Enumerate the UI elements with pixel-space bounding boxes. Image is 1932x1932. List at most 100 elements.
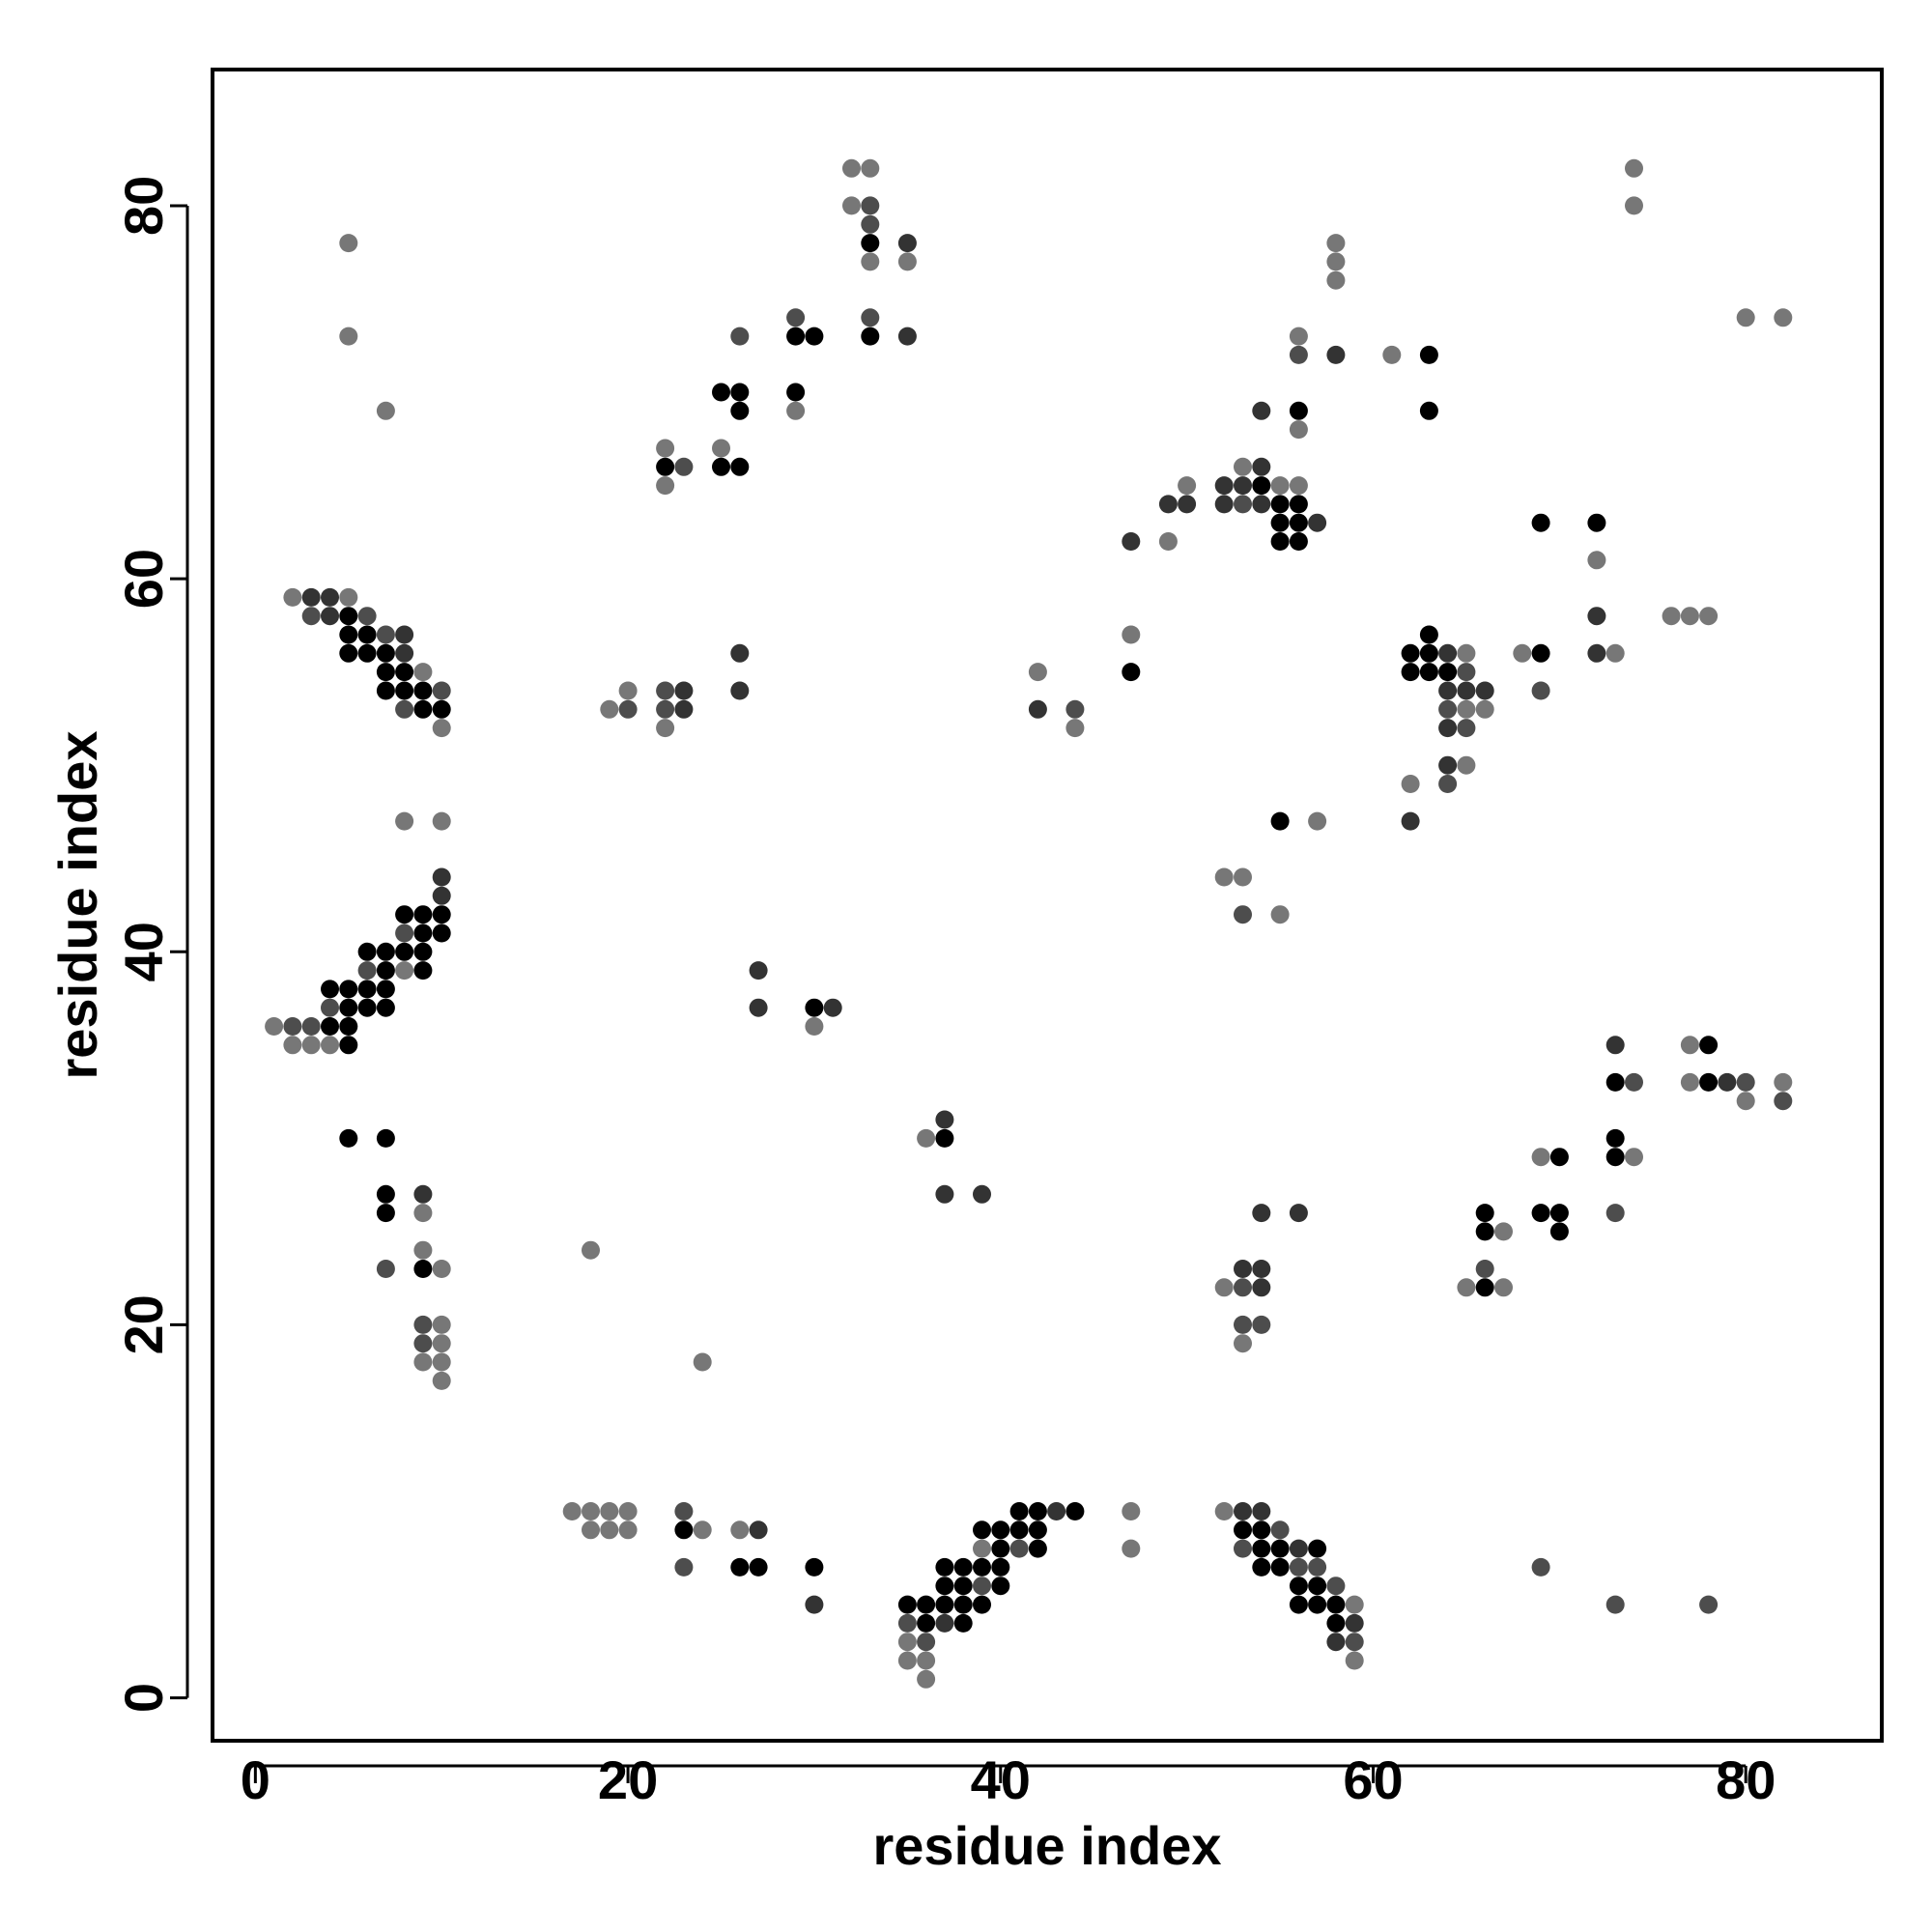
data-point (1289, 1577, 1308, 1596)
data-point (1234, 476, 1252, 496)
data-point (897, 1595, 917, 1614)
data-point (1438, 719, 1458, 738)
data-point (1549, 1148, 1569, 1167)
data-point (1252, 1557, 1271, 1577)
data-point (1680, 1036, 1699, 1055)
data-point (1419, 643, 1438, 663)
data-point (1549, 1204, 1569, 1223)
data-point (730, 1557, 750, 1577)
data-point (1736, 1092, 1755, 1111)
data-point (1214, 495, 1234, 514)
data-point (413, 663, 433, 682)
data-point (432, 719, 451, 738)
data-point (376, 998, 395, 1017)
data-point (805, 1595, 824, 1614)
data-point (1289, 420, 1308, 440)
data-point (1605, 1072, 1625, 1092)
data-point (413, 923, 433, 943)
data-point (1345, 1633, 1364, 1652)
data-point (432, 886, 451, 905)
data-point (1494, 1222, 1513, 1241)
data-point (786, 327, 806, 346)
data-point (730, 643, 750, 663)
data-point (321, 1036, 339, 1055)
data-point (917, 1633, 936, 1652)
data-point (1270, 1557, 1290, 1577)
data-point (953, 1557, 973, 1577)
data-point (953, 1613, 973, 1633)
data-point (600, 699, 619, 719)
data-point (339, 1128, 358, 1148)
data-point (376, 961, 395, 980)
data-point (395, 811, 414, 831)
data-point (897, 234, 917, 253)
data-point (1475, 1260, 1494, 1278)
data-point (1270, 495, 1290, 514)
data-point (376, 1260, 395, 1278)
data-point (712, 383, 730, 402)
data-point (1028, 699, 1047, 719)
data-point (376, 980, 395, 999)
data-point (1438, 663, 1458, 682)
data-point (413, 1352, 433, 1372)
data-point (823, 998, 842, 1017)
data-point (656, 699, 675, 719)
data-point (973, 1577, 991, 1596)
data-point (897, 1651, 917, 1670)
data-point (1531, 1204, 1550, 1223)
data-point (935, 1128, 954, 1148)
data-point (861, 196, 880, 215)
data-point (656, 681, 675, 700)
data-point (730, 327, 750, 346)
x-axis-title: residue index (872, 1815, 1221, 1876)
data-point (1326, 1595, 1346, 1614)
data-point (1122, 1502, 1141, 1520)
data-point (1214, 1502, 1234, 1520)
data-point (283, 587, 302, 607)
data-point (1214, 1278, 1234, 1297)
data-point (1289, 532, 1308, 551)
data-point (1289, 476, 1308, 496)
data-point (413, 961, 433, 980)
data-point (1494, 1278, 1513, 1297)
data-point (1457, 755, 1476, 775)
data-point (1605, 643, 1625, 663)
y-tick-label: 80 (113, 176, 174, 236)
data-point (897, 1633, 917, 1652)
y-tick-label: 60 (113, 549, 174, 609)
data-point (1308, 513, 1327, 532)
data-point (321, 980, 339, 999)
data-point (413, 1334, 433, 1353)
data-point (861, 308, 880, 327)
data-point (432, 923, 451, 943)
data-point (413, 1240, 433, 1260)
data-point (432, 1352, 451, 1372)
data-point (861, 252, 880, 271)
data-point (395, 663, 414, 682)
data-point (656, 439, 675, 458)
data-point (730, 383, 750, 402)
data-point (861, 158, 880, 178)
data-point (1326, 1633, 1346, 1652)
data-point (973, 1184, 991, 1204)
data-point (376, 401, 395, 420)
data-point (1475, 699, 1494, 719)
data-point (1438, 699, 1458, 719)
data-point (1345, 1595, 1364, 1614)
data-point (991, 1557, 1010, 1577)
data-point (897, 327, 917, 346)
data-point (730, 401, 750, 420)
data-point (693, 1352, 712, 1372)
data-point (339, 607, 358, 626)
data-point (1308, 1557, 1327, 1577)
data-point (897, 252, 917, 271)
data-point (1438, 775, 1458, 793)
data-point (357, 625, 377, 644)
data-point (357, 607, 377, 626)
data-point (1457, 681, 1476, 700)
data-point (413, 1204, 433, 1223)
y-axis: 0 20 40 60 80 (113, 176, 189, 1713)
data-point (413, 699, 433, 719)
data-point (1531, 513, 1550, 532)
